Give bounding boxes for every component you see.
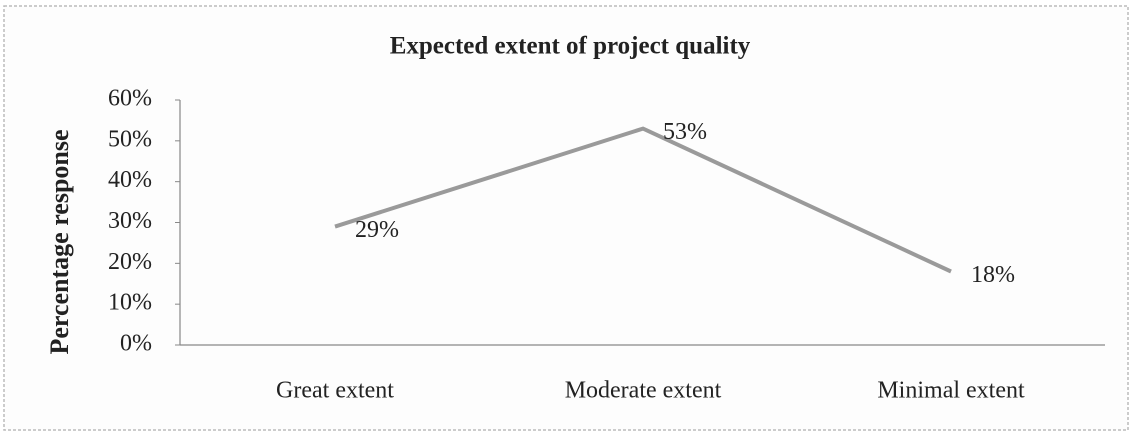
x-tick-label: Moderate extent (565, 378, 722, 404)
data-line (334, 126, 952, 274)
data-label: 53% (663, 119, 707, 145)
y-tick-label: 60% (108, 86, 152, 112)
y-tick-label: 0% (120, 331, 152, 357)
y-tick-label: 40% (108, 167, 152, 193)
y-tick-label: 50% (108, 126, 152, 152)
y-tick-label: 30% (108, 208, 152, 234)
y-tick-label: 10% (108, 290, 152, 316)
chart-title: Expected extent of project quality (390, 33, 751, 60)
chart-frame (3, 5, 1129, 431)
y-axis-label: Percentage response (45, 129, 74, 354)
data-label: 18% (971, 262, 1015, 288)
x-tick-label: Great extent (276, 378, 394, 404)
y-tick-label: 20% (108, 249, 152, 275)
data-label: 29% (355, 217, 399, 243)
x-tick-label: Minimal extent (877, 378, 1025, 404)
